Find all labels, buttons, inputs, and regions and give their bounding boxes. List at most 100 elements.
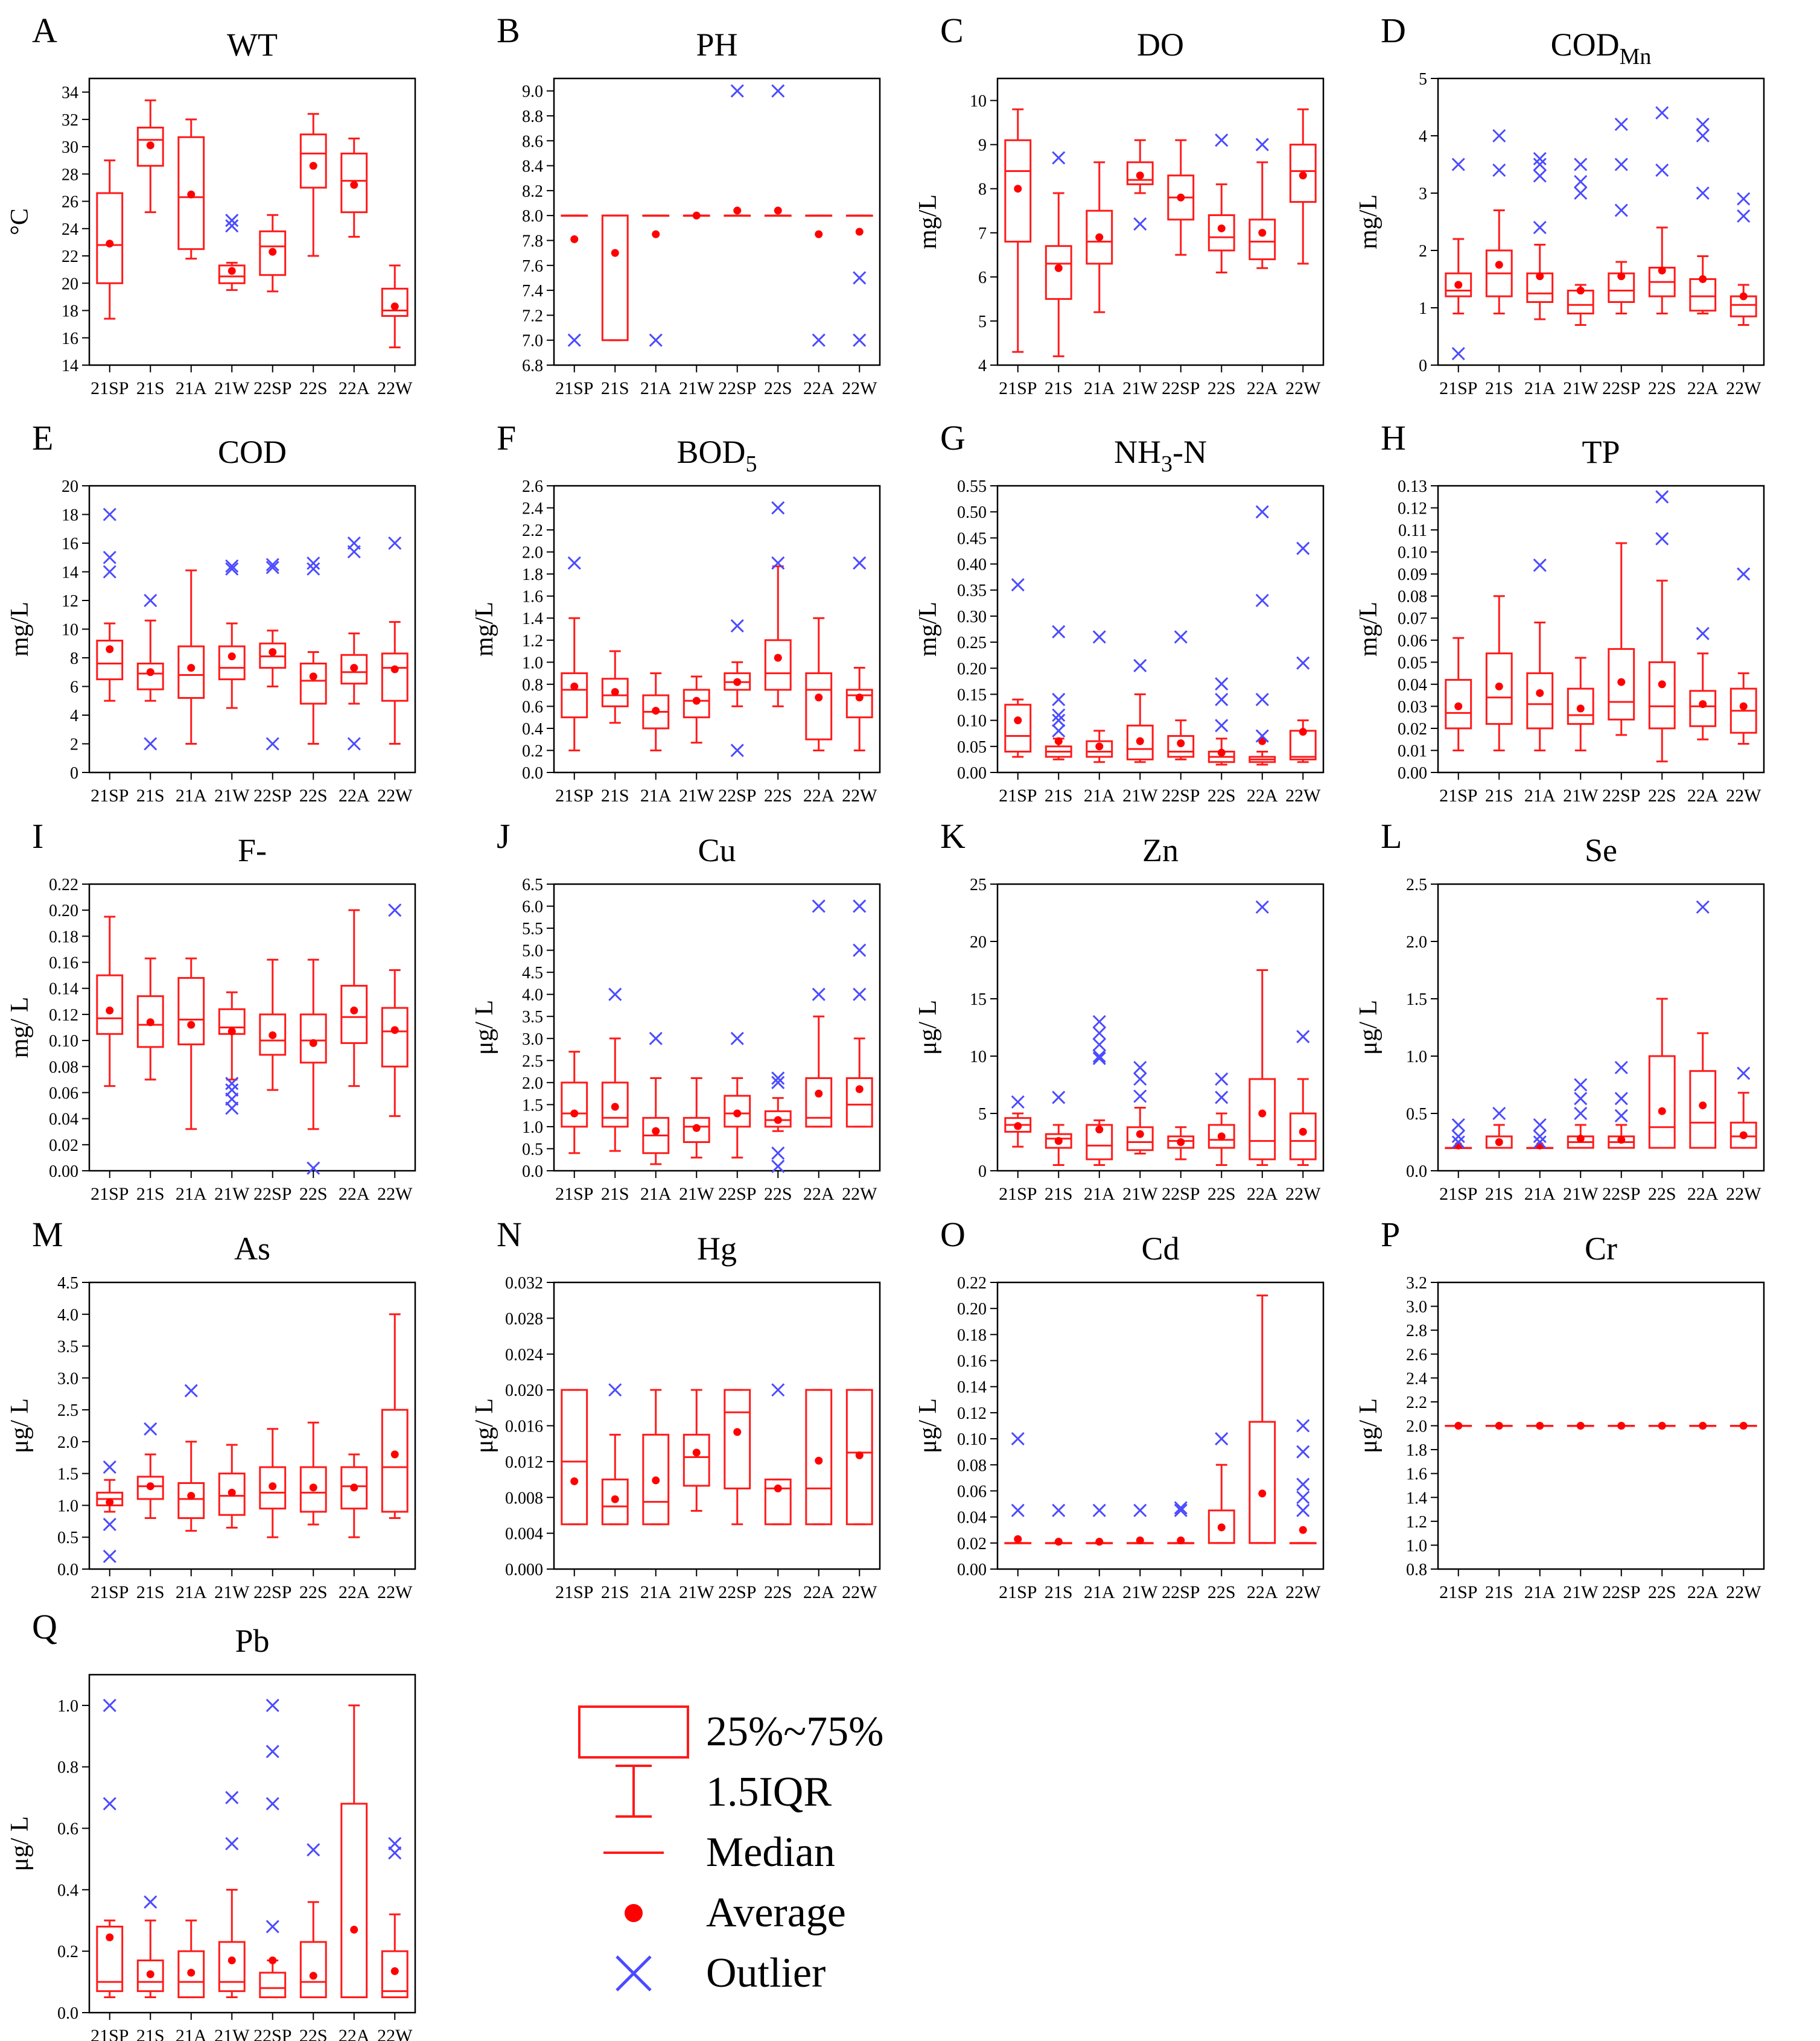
outlier bbox=[1174, 1501, 1188, 1515]
outlier-stroke bbox=[1255, 900, 1269, 914]
y-tick-label: 0.00 bbox=[957, 1561, 987, 1579]
y-tick-label: 6.0 bbox=[522, 898, 543, 917]
iqr-box bbox=[136, 995, 164, 1048]
plot-frame bbox=[88, 1673, 416, 2014]
mean-dot bbox=[350, 1926, 358, 1934]
y-tick-label: 3.0 bbox=[522, 1030, 543, 1049]
outlier-stroke bbox=[1133, 1089, 1147, 1103]
iqr-box bbox=[1689, 690, 1717, 727]
box-22S bbox=[1648, 1422, 1676, 1430]
outlier bbox=[1296, 541, 1310, 555]
outlier-stroke bbox=[853, 899, 867, 913]
box-21SP bbox=[1004, 578, 1032, 758]
box-21A bbox=[1086, 1503, 1113, 1546]
x-tick-label: 22SP bbox=[1602, 378, 1640, 398]
box-22SP bbox=[724, 619, 751, 757]
mean-dot bbox=[1617, 1422, 1626, 1430]
y-tick-label: 0.10 bbox=[957, 712, 987, 731]
y-tick-label: 0 bbox=[70, 764, 78, 783]
outlier-stroke bbox=[103, 1460, 116, 1474]
y-tick-label: 1.5 bbox=[1406, 990, 1427, 1009]
outlier bbox=[1052, 708, 1066, 722]
panel-letter: K bbox=[940, 817, 966, 856]
iqr-box bbox=[1126, 161, 1154, 185]
mean-dot bbox=[309, 672, 317, 681]
box-22A bbox=[805, 617, 833, 751]
outlier bbox=[1614, 158, 1628, 171]
iqr-box bbox=[1208, 1124, 1235, 1149]
y-axis-label: μg/ L bbox=[471, 1000, 498, 1055]
y-tick-label: 0.008 bbox=[505, 1489, 543, 1508]
mean-dot bbox=[228, 1488, 236, 1497]
mean-dot bbox=[652, 1476, 660, 1485]
x-tick-label: 21A bbox=[640, 786, 672, 806]
y-tick-label: 0.13 bbox=[1398, 477, 1427, 496]
y-tick-label: 0.2 bbox=[522, 742, 543, 760]
box-21SP bbox=[1004, 1095, 1032, 1148]
outlier-stroke bbox=[1092, 1026, 1106, 1040]
y-tick-label: 0.5 bbox=[522, 1140, 543, 1159]
y-tick-label: 0.20 bbox=[957, 1300, 987, 1319]
outlier bbox=[1533, 1135, 1547, 1149]
outlier-stroke bbox=[1655, 490, 1669, 504]
iqr-box bbox=[805, 672, 833, 740]
outlier-stroke bbox=[1574, 174, 1588, 189]
y-tick-label: 7.0 bbox=[522, 332, 543, 351]
outlier bbox=[103, 1549, 116, 1563]
outlier-stroke bbox=[1737, 567, 1751, 581]
box-22W bbox=[381, 264, 409, 349]
outlier bbox=[388, 903, 402, 917]
x-tick-label: 22A bbox=[339, 1184, 370, 1204]
y-tick-label: 2.5 bbox=[1406, 876, 1427, 894]
x-tick-label: 21SP bbox=[91, 378, 129, 398]
mean-dot bbox=[146, 141, 154, 150]
plot-frame bbox=[1437, 883, 1765, 1172]
box-22A bbox=[340, 536, 368, 751]
outlier bbox=[1011, 1095, 1025, 1109]
mean-dot bbox=[1576, 1135, 1585, 1143]
box-21SP bbox=[1445, 158, 1472, 361]
outlier bbox=[144, 593, 158, 608]
y-tick-label: 0.16 bbox=[49, 954, 78, 973]
title-subscript: 3 bbox=[1161, 451, 1172, 477]
outlier bbox=[266, 1797, 279, 1810]
mean-dot bbox=[1177, 193, 1185, 202]
mean-dot bbox=[1177, 739, 1185, 748]
mean-dot bbox=[187, 190, 196, 199]
y-tick-label: 1.0 bbox=[57, 1697, 78, 1716]
outlier bbox=[103, 1518, 116, 1532]
outlier bbox=[1533, 1118, 1547, 1132]
y-axis-label: mg/L bbox=[914, 194, 942, 249]
box-21S bbox=[1485, 1422, 1513, 1430]
y-tick-label: 0.08 bbox=[49, 1058, 78, 1077]
y-axis-label: μg/ L bbox=[1355, 1398, 1382, 1453]
y-tick-label: 9 bbox=[978, 136, 987, 155]
outlier-stroke bbox=[1533, 1135, 1547, 1149]
mean-dot bbox=[106, 645, 114, 654]
outlier-stroke bbox=[1052, 1503, 1066, 1517]
outlier bbox=[1614, 203, 1628, 217]
outlier bbox=[1655, 163, 1669, 177]
box-21W bbox=[218, 1444, 246, 1529]
y-tick-label: 0.12 bbox=[1398, 500, 1427, 518]
outlier bbox=[307, 1843, 320, 1857]
plot-frame bbox=[88, 485, 416, 774]
iqr-box bbox=[136, 663, 164, 690]
plot-frame bbox=[996, 883, 1325, 1172]
outlier bbox=[307, 1161, 320, 1175]
y-tick-label: 8 bbox=[978, 180, 987, 199]
y-tick-label: 0.14 bbox=[957, 1378, 987, 1397]
y-tick-label: 22 bbox=[62, 247, 78, 266]
box-22W bbox=[1289, 541, 1317, 763]
x-tick-label: 22A bbox=[339, 378, 370, 398]
box-22SP bbox=[1167, 139, 1195, 256]
box-22A bbox=[1689, 626, 1717, 740]
x-tick-label: 22W bbox=[1726, 1184, 1761, 1204]
box-22W bbox=[381, 903, 409, 1117]
mean-dot bbox=[570, 235, 579, 243]
iqr-box bbox=[845, 689, 873, 719]
outlier-stroke bbox=[1174, 630, 1188, 644]
y-axis-label: mg/L bbox=[1355, 194, 1382, 249]
outlier-stroke bbox=[1737, 209, 1751, 223]
outlier bbox=[1092, 1051, 1106, 1065]
